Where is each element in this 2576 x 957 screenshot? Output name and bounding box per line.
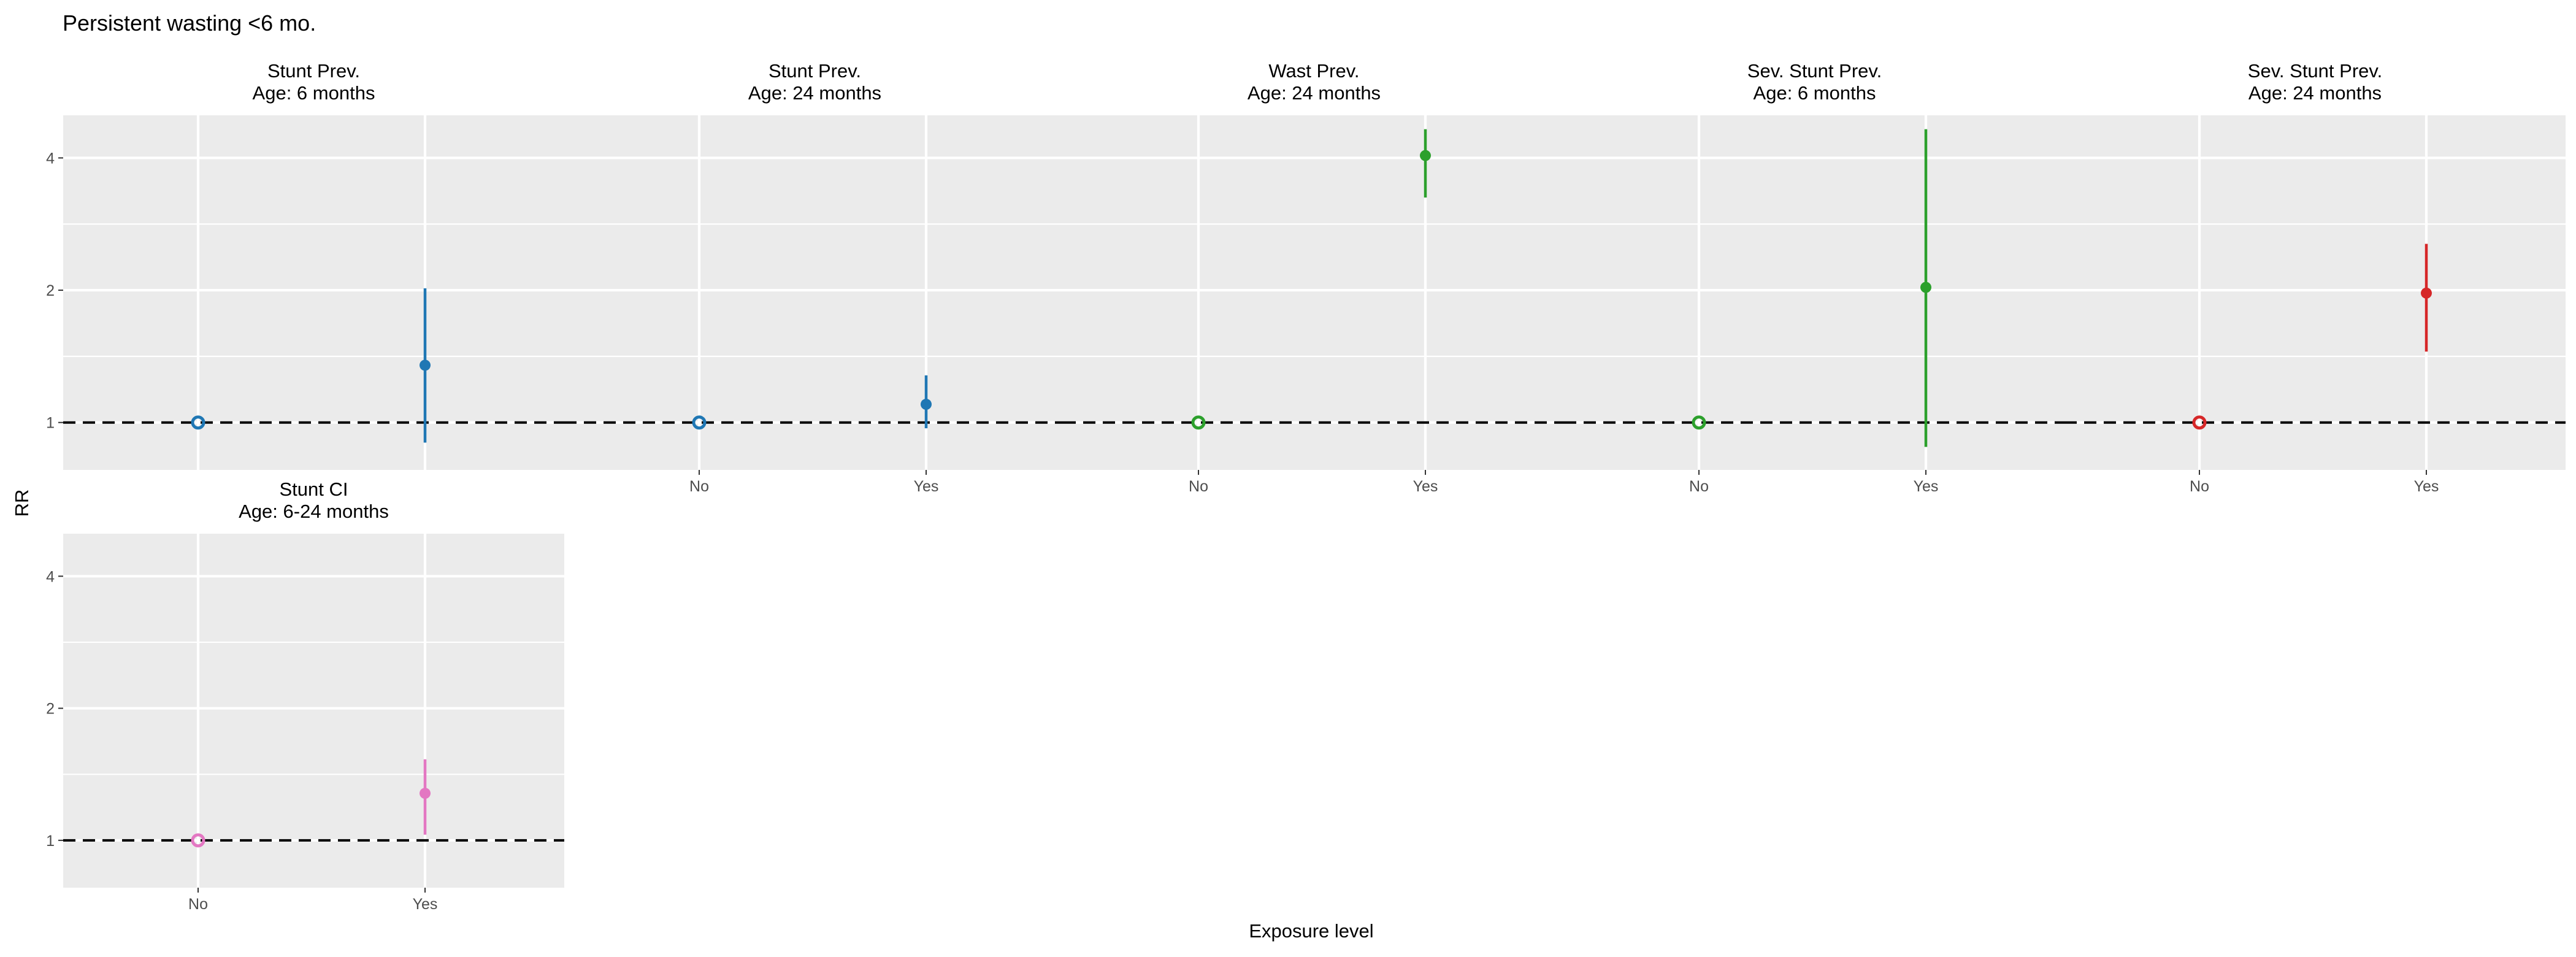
point-estimate (921, 399, 932, 410)
x-axis-title: Exposure level (1249, 920, 1373, 942)
panel-background (1564, 115, 2065, 470)
panel-3: Wast Prev.Age: 24 months No Yes (1064, 60, 1565, 495)
x-tick-label: No (2190, 478, 2209, 495)
panel-background (2064, 115, 2566, 470)
x-tick-label: No (1189, 478, 1208, 495)
x-tick-label: Yes (1413, 478, 1438, 495)
panel-2: Stunt Prev.Age: 24 months No Yes (564, 60, 1065, 495)
strip-label: Age: 24 months (1248, 82, 1381, 104)
strip-label: Stunt Prev. (769, 60, 861, 82)
strip-label: Age: 6 months (253, 82, 375, 104)
panel-background (1064, 115, 1565, 470)
x-tick-label: Yes (914, 478, 939, 495)
strip-label: Sev. Stunt Prev. (2248, 60, 2382, 82)
panel-background (564, 115, 1065, 470)
y-tick-label: 1 (46, 832, 55, 850)
reference-point (1191, 415, 1206, 430)
panel-5: Sev. Stunt Prev.Age: 24 months No Yes (2064, 60, 2566, 495)
reference-point (1692, 415, 1706, 430)
x-tick-label: Yes (1914, 478, 1939, 495)
strip-label: Stunt Prev. (267, 60, 360, 82)
y-tick-label: 4 (46, 568, 55, 585)
panel-background (63, 115, 564, 470)
point-estimate (420, 359, 431, 371)
x-tick-label: Yes (2414, 478, 2439, 495)
point-estimate (2421, 287, 2432, 299)
strip-label: Wast Prev. (1268, 60, 1359, 82)
reference-point (2192, 415, 2207, 430)
x-tick-label: No (188, 896, 208, 913)
reference-point (191, 415, 205, 430)
x-tick-label: No (1689, 478, 1709, 495)
strip-label: Age: 24 months (2248, 82, 2382, 104)
reference-point (692, 415, 707, 430)
strip-label: Age: 6-24 months (239, 501, 389, 522)
panel-4: Sev. Stunt Prev.Age: 6 months No Yes (1564, 60, 2065, 495)
panel-background (63, 534, 564, 888)
point-estimate (1420, 150, 1431, 161)
y-tick-label: 4 (46, 150, 55, 167)
reference-point (191, 833, 205, 848)
x-tick-label: No (689, 478, 709, 495)
strip-label: Sev. Stunt Prev. (1747, 60, 1882, 82)
y-tick-label: 2 (46, 282, 55, 299)
y-tick-label: 2 (46, 701, 55, 718)
strip-label: Stunt CI (280, 479, 348, 500)
strip-label: Age: 24 months (748, 82, 881, 104)
panel-1: Stunt Prev.Age: 6 months 1 2 4 (46, 60, 564, 470)
point-estimate (1920, 282, 1931, 293)
strip-label: Age: 6 months (1754, 82, 1876, 104)
y-tick-label: 1 (46, 415, 55, 432)
point-estimate (420, 788, 431, 799)
y-axis-title: RR (11, 490, 33, 517)
chart-title: Persistent wasting <6 mo. (63, 10, 316, 36)
x-tick-label: Yes (413, 896, 438, 913)
